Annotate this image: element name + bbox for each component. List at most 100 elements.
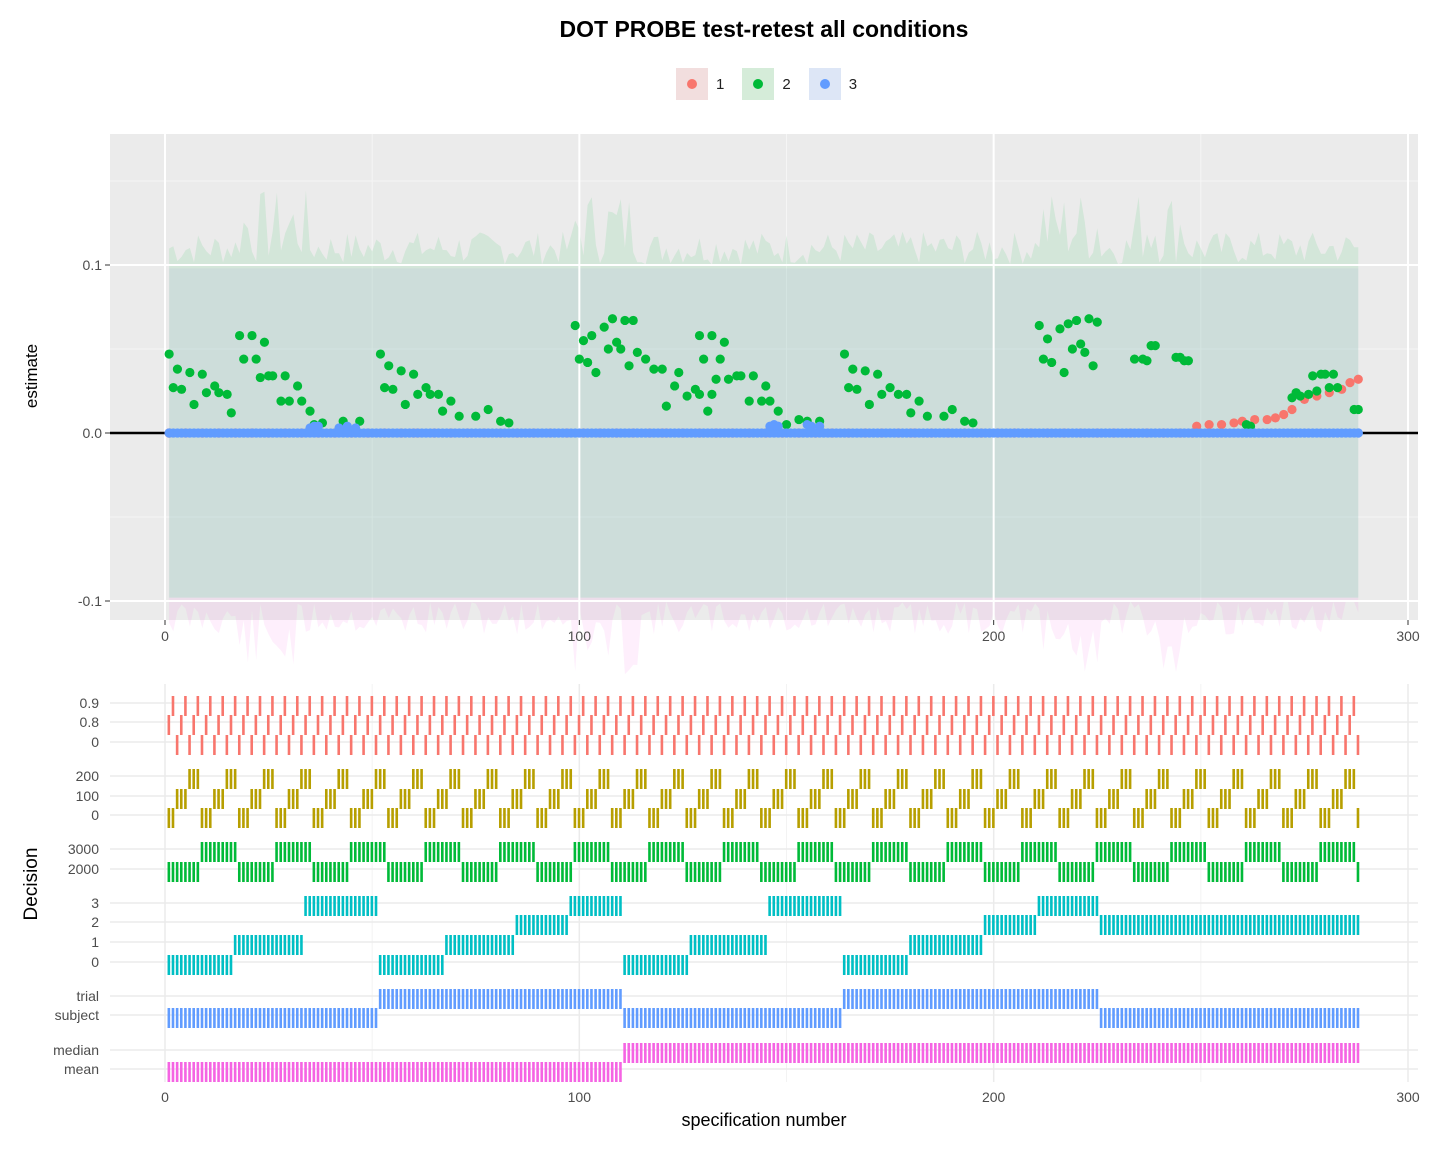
decision-bar — [648, 808, 651, 828]
decision-bar — [772, 789, 776, 809]
decision-bar — [1000, 862, 1003, 882]
decision-bar — [565, 715, 568, 735]
decision-bar — [851, 1043, 854, 1063]
decision-bar — [1219, 1043, 1223, 1063]
decision-bar — [1195, 842, 1198, 862]
decision-bar — [768, 696, 771, 716]
decision-bar — [358, 696, 361, 716]
decision-bar — [1029, 696, 1032, 716]
decision-bar — [1033, 735, 1037, 755]
decision-bar — [403, 789, 407, 809]
decision-level-label: 0.9 — [80, 695, 100, 711]
decision-bar — [470, 808, 473, 828]
decision-bar — [237, 1008, 241, 1028]
decision-bar — [494, 769, 498, 789]
decision-bar — [702, 935, 705, 955]
decision-bar — [722, 735, 726, 755]
decision-bar — [316, 808, 320, 828]
decision-bar — [246, 1008, 249, 1028]
data-point-series-2 — [226, 408, 236, 418]
decision-bar — [1079, 989, 1082, 1009]
decision-bar — [743, 842, 747, 862]
legend-key-3 — [808, 68, 841, 100]
decision-bar — [1265, 696, 1269, 716]
decision-bar — [1232, 915, 1235, 935]
decision-bar — [266, 935, 270, 955]
decision-bar — [403, 955, 407, 975]
decision-bar — [1207, 1043, 1211, 1063]
decision-bar — [561, 915, 564, 935]
decision-level-label: 2 — [91, 914, 99, 930]
decision-bar — [735, 935, 738, 955]
decision-bar — [382, 696, 386, 716]
decision-level-label: subject — [55, 1007, 99, 1023]
decision-bar — [358, 1008, 361, 1028]
data-point-series-2 — [736, 371, 746, 381]
decision-bar — [867, 696, 871, 716]
decision-bar — [1319, 842, 1322, 862]
decision-bar — [1277, 769, 1281, 789]
decision-bar — [200, 808, 204, 828]
decision-bar — [208, 1008, 212, 1028]
decision-bar — [233, 769, 237, 789]
decision-bar — [909, 735, 912, 755]
decision-bar — [507, 808, 510, 828]
decision-bar — [449, 989, 452, 1009]
decision-bar — [606, 769, 610, 789]
decision-bar — [1240, 862, 1244, 882]
decision-bar — [1203, 1043, 1206, 1063]
decision-bar — [594, 1062, 597, 1082]
decision-bar — [867, 989, 871, 1009]
decision-bar — [590, 715, 593, 735]
decision-bar — [706, 1008, 709, 1028]
decision-bar — [233, 1062, 237, 1082]
decision-bar — [867, 862, 871, 882]
decision-bar — [345, 862, 349, 882]
decision-bar — [320, 1008, 324, 1028]
legend-item-2[interactable]: 2 — [742, 68, 800, 100]
decision-bar — [884, 735, 887, 755]
decision-bar — [677, 955, 680, 975]
y-axis-label-decision: Decision — [21, 848, 42, 921]
data-point-series-2 — [384, 361, 394, 371]
decision-bar — [1265, 1043, 1269, 1063]
decision-bar — [432, 955, 436, 975]
decision-bar — [544, 915, 548, 935]
decision-bar — [316, 1008, 320, 1028]
decision-bar — [1112, 715, 1115, 735]
data-point-series-2 — [1353, 404, 1363, 415]
decision-bar — [1273, 715, 1277, 735]
decision-bar — [805, 1043, 809, 1063]
decision-bar — [793, 769, 796, 789]
decision-bar — [395, 1062, 399, 1082]
data-point-series-2 — [222, 389, 232, 399]
decision-bar — [217, 715, 220, 735]
decision-bar — [515, 715, 519, 735]
decision-bar — [660, 789, 664, 809]
decision-bar — [1282, 735, 1285, 755]
legend-item-3[interactable]: 3 — [808, 68, 867, 100]
decision-bar — [1128, 842, 1132, 862]
decision-bar — [258, 789, 262, 809]
decision-level-label: 2000 — [68, 861, 99, 877]
decision-bar — [1207, 735, 1211, 755]
decision-bar — [213, 1008, 216, 1028]
decision-bar — [362, 735, 365, 755]
decision-bar — [751, 715, 755, 735]
decision-bar — [942, 696, 945, 716]
decision-bar — [1095, 896, 1099, 916]
decision-bar — [1232, 735, 1235, 755]
decision-bar — [490, 1062, 494, 1082]
decision-bar — [1178, 915, 1182, 935]
decision-bar — [1207, 915, 1211, 935]
decision-bar — [892, 955, 896, 975]
decision-bar — [1066, 989, 1070, 1009]
decision-level-label: 100 — [76, 788, 100, 804]
decision-bar — [586, 842, 589, 862]
decision-bar — [851, 989, 854, 1009]
decision-bar — [217, 1008, 220, 1028]
decision-bar — [1124, 715, 1128, 735]
legend-item-1[interactable]: 1 — [676, 68, 734, 100]
decision-bar — [739, 935, 742, 955]
decision-bar — [1315, 769, 1318, 789]
